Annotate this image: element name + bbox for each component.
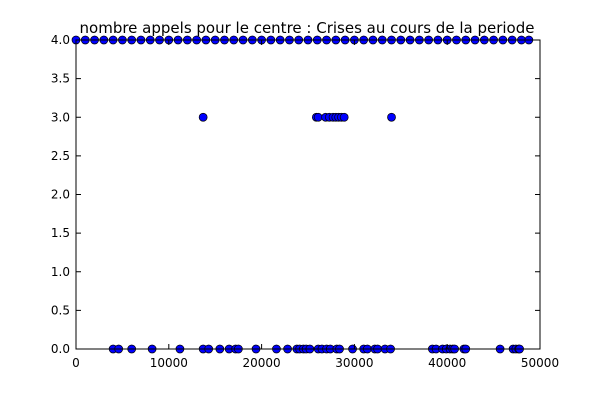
data-points xyxy=(71,35,534,354)
axis-ticks: 0 10000 20000 30000 40000 50000 0.0 0.5 1.0 1.5 2.… xyxy=(51,33,559,370)
x-tick-label: 30000 xyxy=(335,356,373,370)
data-point xyxy=(198,112,208,122)
plot-frame xyxy=(75,39,541,350)
y-tick-label: 3.0 xyxy=(51,110,70,124)
x-tick-label: 10000 xyxy=(150,356,188,370)
y-tick-label: 0.0 xyxy=(51,342,70,356)
data-point xyxy=(313,112,323,122)
x-tick-label: 20000 xyxy=(243,356,281,370)
x-tick-label: 0 xyxy=(72,356,80,370)
x-tick-label: 40000 xyxy=(428,356,466,370)
y-tick-label: 2.5 xyxy=(51,149,70,163)
y-tick-label: 4.0 xyxy=(51,33,70,47)
y-tick-label: 1.0 xyxy=(51,265,70,279)
y-tick-label: 3.5 xyxy=(51,72,70,86)
y-tick-label: 2.0 xyxy=(51,188,70,202)
chart-title: nombre appels pour le centre : Crises au… xyxy=(80,19,535,37)
data-point xyxy=(387,112,396,122)
y-tick-label: 0.5 xyxy=(51,303,70,317)
y-tick-label: 1.5 xyxy=(51,226,70,240)
data-point xyxy=(339,112,349,122)
x-tick-label: 50000 xyxy=(521,356,559,370)
